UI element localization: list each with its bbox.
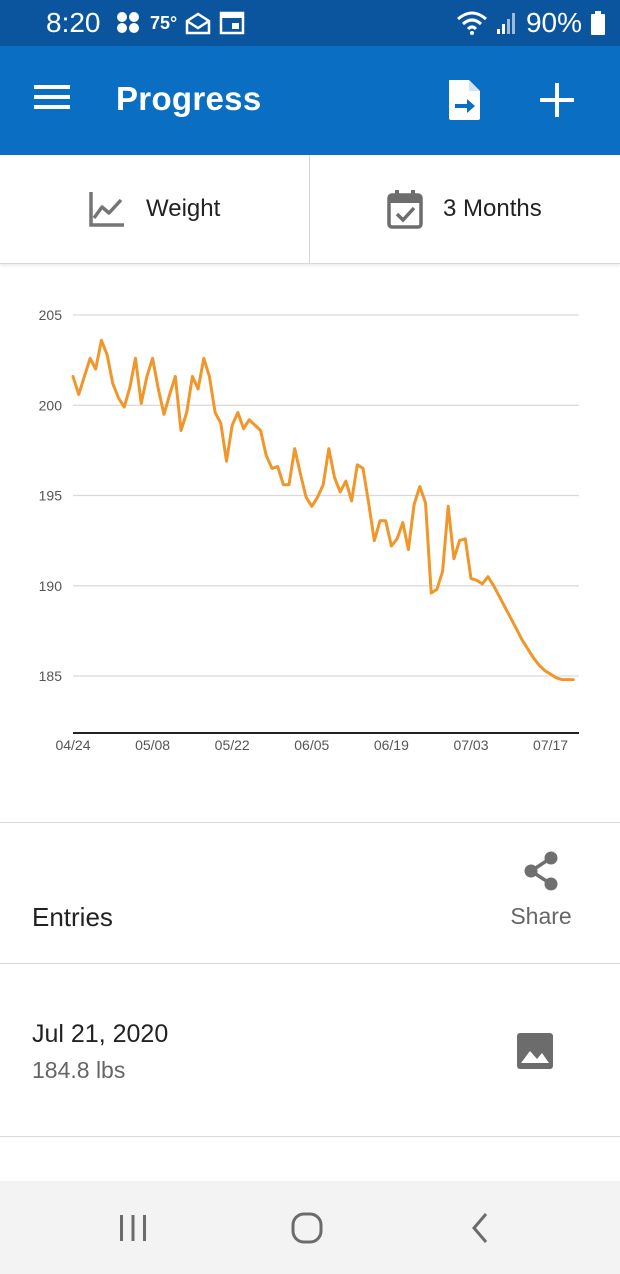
y-tick-label: 205 — [39, 307, 63, 323]
y-tick-label: 195 — [39, 488, 63, 504]
x-tick-label: 05/22 — [215, 737, 250, 753]
battery-icon — [591, 11, 605, 35]
app-bar: Progress — [0, 46, 620, 155]
divider — [0, 963, 620, 964]
metric-selector[interactable]: Weight — [88, 155, 220, 263]
x-tick-label: 07/17 — [533, 737, 568, 753]
recent-apps-button[interactable] — [108, 1203, 158, 1253]
calendar-icon — [219, 11, 245, 35]
range-label: 3 Months — [443, 195, 542, 222]
entry-date: Jul 21, 2020 — [32, 1020, 169, 1048]
y-tick-label: 190 — [39, 578, 63, 594]
divider — [0, 822, 620, 823]
entry-weight: 184.8 lbs — [32, 1057, 126, 1083]
x-tick-label: 05/08 — [135, 737, 170, 753]
back-button[interactable] — [456, 1203, 506, 1253]
share-button[interactable]: Share — [504, 850, 578, 942]
filter-bar: Weight 3 Months — [0, 155, 620, 264]
x-tick-label: 06/05 — [294, 737, 329, 753]
back-icon — [472, 1213, 488, 1243]
add-icon — [540, 83, 574, 117]
home-button[interactable] — [282, 1203, 332, 1253]
status-right-icons: 90% — [456, 7, 606, 39]
entry-row[interactable]: Jul 21, 2020 184.8 lbs — [0, 964, 620, 1136]
y-tick-label: 185 — [39, 668, 63, 684]
notification-icon — [117, 12, 139, 33]
wifi-icon — [456, 11, 487, 35]
system-nav-bar — [0, 1181, 620, 1274]
status-time: 8:20 — [46, 7, 101, 38]
recent-apps-icon — [120, 1215, 146, 1241]
y-tick-label: 200 — [39, 397, 63, 413]
add-button[interactable] — [536, 79, 578, 121]
divider — [0, 1136, 620, 1137]
x-tick-label: 07/03 — [453, 737, 488, 753]
menu-button[interactable] — [32, 82, 76, 118]
status-temperature: 75° — [150, 12, 178, 33]
weight-chart: 205 200 195 190 185 04/24 05/08 05/22 06/05 06/19… — [0, 280, 620, 780]
menu-icon — [34, 85, 70, 109]
metric-label: Weight — [146, 195, 221, 222]
page-title: Progress — [116, 80, 262, 117]
share-icon — [524, 851, 558, 891]
range-selector[interactable]: 3 Months — [387, 155, 542, 263]
photo-icon — [517, 1033, 553, 1069]
weight-series-line — [71, 338, 575, 682]
x-tick-label: 06/19 — [374, 737, 409, 753]
line-chart-icon — [89, 192, 124, 227]
share-label: Share — [510, 903, 572, 929]
status-bar: 8:20 75° 90% — [0, 0, 620, 46]
entries-title: Entries — [32, 902, 113, 932]
entry-photo-button[interactable] — [516, 1032, 554, 1070]
status-battery: 90% — [525, 7, 582, 38]
x-tick-label: 04/24 — [55, 737, 90, 753]
mail-icon — [185, 12, 211, 35]
weight-chart-svg: 205 200 195 190 185 04/24 05/08 05/22 06/05 06/19… — [39, 307, 579, 753]
status-left-icons: 75° — [116, 9, 245, 37]
calendar-check-icon — [387, 190, 423, 229]
export-button[interactable] — [446, 78, 484, 122]
export-file-icon — [449, 80, 480, 120]
selector-divider — [309, 155, 310, 263]
signal-icon — [496, 13, 515, 34]
home-icon — [291, 1212, 323, 1244]
